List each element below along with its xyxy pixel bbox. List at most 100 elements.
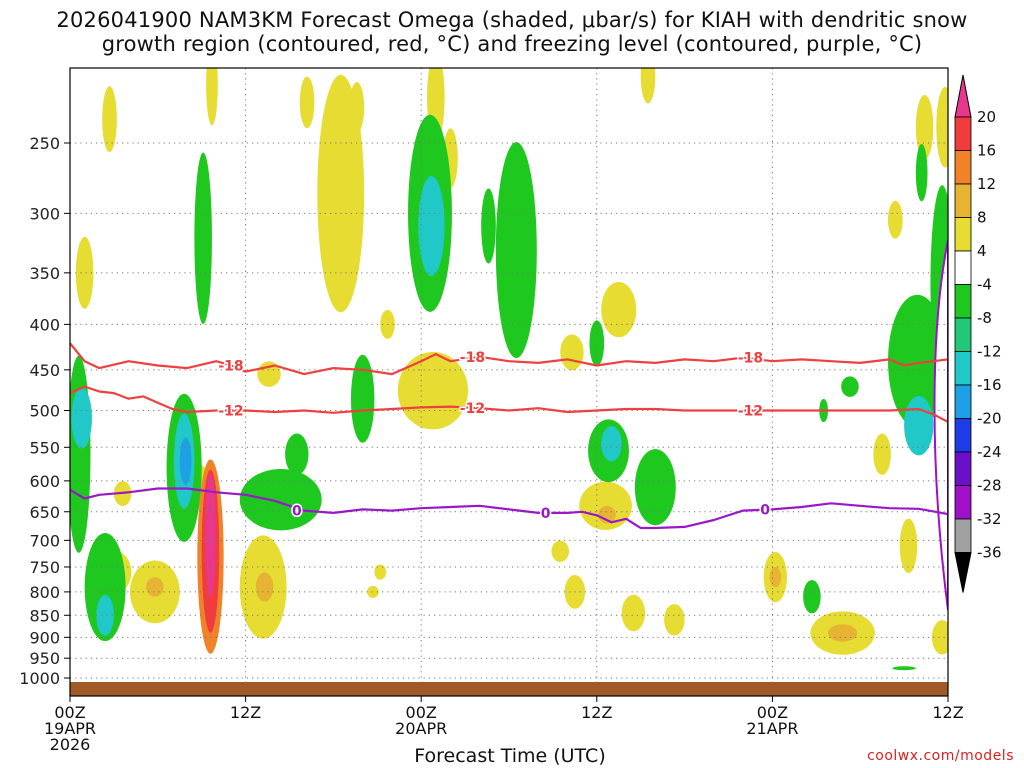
contour-line bbox=[70, 385, 948, 423]
y-tick-label: 600 bbox=[29, 472, 60, 491]
colorbar-box bbox=[954, 451, 972, 486]
omega-region bbox=[84, 532, 126, 642]
contour-line bbox=[70, 487, 948, 530]
colorbar-box bbox=[954, 183, 972, 218]
y-tick-label: 700 bbox=[29, 531, 60, 550]
omega-region bbox=[179, 437, 192, 485]
x-tick-label: 12Z bbox=[230, 703, 261, 722]
colorbar-box bbox=[954, 317, 972, 352]
colorbar-label: 8 bbox=[977, 209, 987, 227]
contour-label: -12 bbox=[218, 404, 243, 420]
colorbar-box bbox=[954, 418, 972, 453]
y-tick-label: 550 bbox=[29, 438, 60, 457]
x-tick-date: 20APR bbox=[395, 719, 447, 738]
y-tick-label: 900 bbox=[29, 628, 60, 647]
y-tick-label: 850 bbox=[29, 606, 60, 625]
y-tick-label: 1000 bbox=[19, 669, 60, 688]
colorbar-label: -24 bbox=[977, 443, 1002, 461]
omega-region bbox=[915, 144, 928, 202]
colorbar-label: -12 bbox=[977, 343, 1002, 361]
colorbar-label: 16 bbox=[977, 142, 996, 160]
contour-label: 0 bbox=[760, 502, 770, 518]
colorbar-box bbox=[954, 250, 972, 285]
colorbar-label: -32 bbox=[977, 510, 1002, 528]
omega-region bbox=[664, 604, 685, 636]
colorbar-label: -36 bbox=[977, 544, 1002, 562]
omega-region bbox=[904, 395, 934, 456]
omega-region bbox=[579, 481, 632, 530]
omega-region bbox=[892, 666, 916, 671]
y-tick-label: 950 bbox=[29, 649, 60, 668]
omega-region bbox=[803, 579, 821, 614]
omega-region bbox=[397, 351, 469, 430]
omega-region bbox=[75, 236, 94, 309]
omega-region bbox=[873, 433, 891, 475]
omega-region bbox=[418, 175, 445, 277]
contour-label: -18 bbox=[460, 350, 485, 366]
colorbar-box bbox=[954, 284, 972, 319]
omega-region bbox=[888, 200, 903, 239]
omega-region bbox=[206, 68, 218, 126]
x-axis-title: Forecast Time (UTC) bbox=[414, 745, 606, 767]
x-tick-label: 00Z bbox=[406, 703, 437, 722]
y-tick-label: 400 bbox=[29, 315, 60, 334]
omega-region bbox=[350, 354, 375, 443]
colorbar-label: -20 bbox=[977, 410, 1002, 428]
omega-region bbox=[146, 577, 164, 597]
omega-region bbox=[640, 68, 656, 104]
colorbar-box bbox=[954, 351, 972, 386]
chart-title-line-2: growth region (contoured, red, °C) and f… bbox=[101, 32, 923, 56]
colorbar: 20 16 12 8 4 -4 -8 -12 -16 -20 -24 -28 -32 -36 bbox=[954, 74, 1002, 593]
y-tick-label: 350 bbox=[29, 264, 60, 283]
colorbar-arrow-top bbox=[954, 74, 972, 118]
x-tick-date: 21APR bbox=[746, 719, 798, 738]
omega-region bbox=[285, 433, 309, 475]
colorbar-box bbox=[954, 217, 972, 252]
omega-region bbox=[71, 387, 92, 449]
y-axis-pressure: 250 300 350 400 450 500 550 600 650 700 750 800 850 9… bbox=[19, 134, 70, 688]
x-tick-label: 12Z bbox=[932, 703, 963, 722]
omega-region bbox=[601, 426, 622, 462]
grid-lines bbox=[70, 68, 948, 696]
contour-label: -18 bbox=[738, 351, 763, 367]
omega-region bbox=[551, 540, 569, 562]
colorbar-box bbox=[954, 150, 972, 185]
colorbar-label: -16 bbox=[977, 376, 1002, 394]
omega-region bbox=[931, 620, 948, 655]
contour-label: 0 bbox=[292, 504, 302, 520]
colorbar-label: -8 bbox=[977, 309, 992, 327]
y-tick-label: 650 bbox=[29, 503, 60, 522]
contour-line bbox=[70, 342, 948, 376]
plot-frame bbox=[69, 67, 949, 697]
omega-region bbox=[299, 76, 315, 129]
chart-title-line-1: 2026041900 NAM3KM Forecast Omega (shaded… bbox=[56, 8, 968, 32]
omega-region bbox=[481, 188, 496, 264]
credit-link[interactable]: coolwx.com/models bbox=[867, 748, 1014, 764]
omega-region bbox=[601, 282, 637, 338]
x-tick-label: 00Z bbox=[757, 703, 788, 722]
x-tick-label: 00Z bbox=[54, 703, 85, 722]
colorbar-label: 12 bbox=[977, 175, 996, 193]
y-tick-label: 450 bbox=[29, 361, 60, 380]
x-tick-year: 2026 bbox=[50, 735, 91, 754]
colorbar-label: -28 bbox=[977, 477, 1002, 495]
omega-region bbox=[495, 142, 537, 359]
omega-region bbox=[255, 572, 274, 602]
y-tick-label: 500 bbox=[29, 402, 60, 421]
x-tick-label: 12Z bbox=[581, 703, 612, 722]
omega-region bbox=[828, 624, 858, 642]
x-tick-date: 19APR bbox=[44, 719, 96, 738]
y-tick-label: 750 bbox=[29, 558, 60, 577]
colorbar-box bbox=[954, 116, 972, 151]
omega-region bbox=[102, 86, 117, 153]
omega-region bbox=[634, 449, 676, 526]
omega-region bbox=[96, 594, 114, 636]
omega-region bbox=[205, 472, 216, 597]
y-tick-label: 250 bbox=[29, 134, 60, 153]
contour-label: -18 bbox=[218, 359, 243, 375]
omega-region bbox=[317, 74, 365, 313]
colorbar-label: -4 bbox=[977, 276, 992, 294]
colorbar-box bbox=[954, 384, 972, 419]
omega-region bbox=[349, 82, 365, 133]
